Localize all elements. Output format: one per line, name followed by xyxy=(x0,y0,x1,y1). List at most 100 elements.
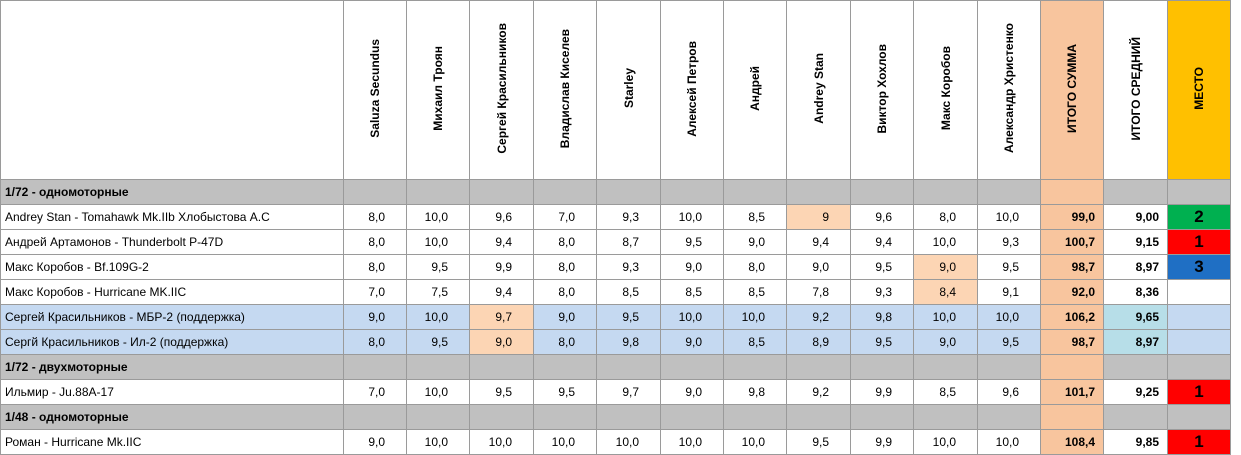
score-cell: 8,5 xyxy=(723,204,787,230)
score-cell: 9,9 xyxy=(469,254,534,280)
score-cell: 9,5 xyxy=(850,254,914,280)
place-cell: 3 xyxy=(1167,254,1231,280)
score-cell: 8,5 xyxy=(723,329,787,355)
section-empty-cell xyxy=(343,354,407,380)
score-cell: 7,5 xyxy=(406,279,470,305)
section-title: 1/72 - одномоторные xyxy=(0,179,344,205)
section-empty-cell xyxy=(533,404,597,430)
score-cell: 10,0 xyxy=(660,204,724,230)
header-blank-cell xyxy=(0,0,344,180)
score-cell: 8,0 xyxy=(723,254,787,280)
section-sum-cell xyxy=(1040,179,1104,205)
section-empty-cell xyxy=(913,404,978,430)
section-avg-cell xyxy=(1103,179,1168,205)
score-cell: 8,0 xyxy=(533,279,597,305)
total-avg-cell: 9,85 xyxy=(1103,429,1168,455)
model-name-cell: Сергй Красильников - Ил-2 (поддержка) xyxy=(0,329,344,355)
place-cell: 1 xyxy=(1167,429,1231,455)
model-name-cell: Макс Коробов - Bf.109G-2 xyxy=(0,254,344,280)
total-sum-cell: 101,7 xyxy=(1040,379,1104,405)
total-avg-cell: 9,65 xyxy=(1103,304,1168,330)
score-cell: 10,0 xyxy=(660,304,724,330)
score-cell: 9,6 xyxy=(850,204,914,230)
score-cell: 9,3 xyxy=(596,204,661,230)
score-cell: 8,5 xyxy=(913,379,978,405)
score-cell: 9,5 xyxy=(977,254,1041,280)
section-empty-cell xyxy=(596,354,661,380)
score-cell: 9,5 xyxy=(406,329,470,355)
total-sum-cell: 106,2 xyxy=(1040,304,1104,330)
section-empty-cell xyxy=(343,404,407,430)
place-cell xyxy=(1167,304,1231,330)
section-empty-cell xyxy=(406,404,470,430)
judge-name: Starley xyxy=(621,68,636,109)
model-name-cell: Ильмир - Ju.88A-17 xyxy=(0,379,344,405)
judge-name: Сергей Красильников xyxy=(494,23,509,154)
judge-header-cell: Андрей xyxy=(723,0,787,180)
place-cell: 2 xyxy=(1167,204,1231,230)
total-sum-cell: 98,7 xyxy=(1040,329,1104,355)
total-sum-header: ИТОГО СУММА xyxy=(1065,44,1079,133)
score-cell: 9,4 xyxy=(469,279,534,305)
score-cell: 9 xyxy=(786,204,851,230)
score-cell: 10,0 xyxy=(406,229,470,255)
score-cell: 8,0 xyxy=(533,229,597,255)
section-empty-cell xyxy=(723,179,787,205)
section-empty-cell xyxy=(533,354,597,380)
score-cell: 10,0 xyxy=(723,304,787,330)
section-empty-cell xyxy=(850,404,914,430)
section-empty-cell xyxy=(406,354,470,380)
section-sum-cell xyxy=(1040,354,1104,380)
score-cell: 9,4 xyxy=(850,229,914,255)
section-empty-cell xyxy=(469,354,534,380)
score-cell: 9,0 xyxy=(913,329,978,355)
table-row: Сергей Красильников - МБР-2 (поддержка) 9… xyxy=(0,304,1231,330)
section-empty-cell xyxy=(850,354,914,380)
judge-name: Andrey Stan xyxy=(811,53,826,124)
header-row: Saluza Secundus Михаил Троян Сергей Красил… xyxy=(0,0,1231,180)
section-title: 1/48 - одномоторные xyxy=(0,404,344,430)
score-cell: 10,0 xyxy=(977,304,1041,330)
score-cell: 9,7 xyxy=(469,304,534,330)
section-empty-cell xyxy=(660,354,724,380)
score-cell: 9,2 xyxy=(786,304,851,330)
score-cell: 9,0 xyxy=(343,429,407,455)
score-cell: 9,5 xyxy=(596,304,661,330)
score-cell: 8,9 xyxy=(786,329,851,355)
score-cell: 8,0 xyxy=(913,204,978,230)
score-cell: 9,3 xyxy=(596,254,661,280)
total-sum-cell: 108,4 xyxy=(1040,429,1104,455)
place-header: МЕСТО xyxy=(1192,67,1206,110)
judge-name: Алексей Петров xyxy=(685,40,699,137)
judge-name: Saluza Secundus xyxy=(368,39,382,138)
score-cell: 8,0 xyxy=(343,329,407,355)
score-cell: 9,9 xyxy=(850,429,914,455)
section-empty-cell xyxy=(533,179,597,205)
score-cell: 9,9 xyxy=(850,379,914,405)
score-cell: 9,5 xyxy=(977,329,1041,355)
section-row: 1/48 - одномоторные xyxy=(0,404,1231,430)
section-empty-cell xyxy=(977,179,1041,205)
section-avg-cell xyxy=(1103,354,1168,380)
section-empty-cell xyxy=(977,354,1041,380)
score-cell: 9,7 xyxy=(596,379,661,405)
section-title: 1/72 - двухмоторные xyxy=(0,354,344,380)
section-empty-cell xyxy=(723,404,787,430)
judge-header-cell: Starley xyxy=(596,0,661,180)
score-cell: 9,5 xyxy=(850,329,914,355)
score-cell: 10,0 xyxy=(977,429,1041,455)
total-avg-cell: 8,36 xyxy=(1103,279,1168,305)
score-cell: 8,0 xyxy=(343,204,407,230)
table-row: Макс Коробов - Hurricane MK.IIC 7,0 7,5 9,4… xyxy=(0,279,1231,305)
score-cell: 9,0 xyxy=(533,304,597,330)
score-cell: 9,0 xyxy=(723,229,787,255)
score-cell: 10,0 xyxy=(406,429,470,455)
judge-header-cell: Saluza Secundus xyxy=(343,0,407,180)
judge-name: Михаил Троян xyxy=(431,46,445,131)
score-cell: 7,0 xyxy=(533,204,597,230)
score-cell: 7,0 xyxy=(343,379,407,405)
score-cell: 9,3 xyxy=(850,279,914,305)
section-empty-cell xyxy=(723,354,787,380)
score-cell: 10,0 xyxy=(913,429,978,455)
score-cell: 9,8 xyxy=(723,379,787,405)
